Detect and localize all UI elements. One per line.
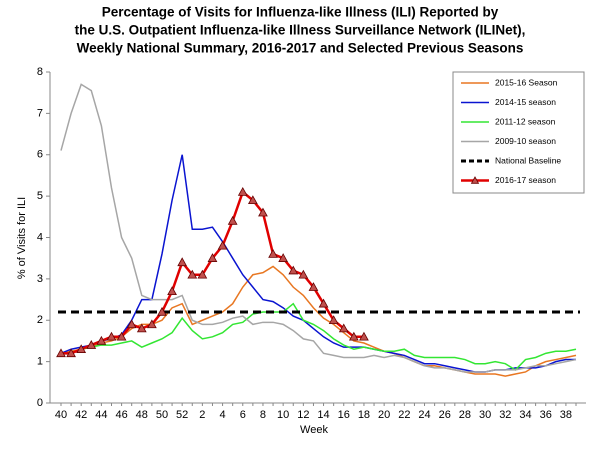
- y-tick-label: 7: [37, 107, 43, 119]
- legend-label: 2015-16 Season: [495, 77, 558, 87]
- point: [227, 215, 238, 225]
- x-tick-label: 16: [338, 409, 350, 421]
- point: [56, 348, 66, 358]
- series-line: [61, 189, 364, 355]
- x-tick-label: 30: [479, 409, 491, 421]
- x-tick-label: 32: [499, 409, 511, 421]
- x-tick-label: 50: [156, 409, 168, 421]
- x-tick-label: 40: [55, 409, 67, 421]
- point: [237, 186, 248, 196]
- legend-box: [452, 71, 585, 194]
- x-tick-label: 52: [176, 409, 188, 421]
- point: [96, 335, 107, 345]
- x-tick-label: 4: [220, 409, 226, 421]
- y-tick-label: 4: [37, 231, 43, 243]
- point: [348, 331, 359, 341]
- point: [187, 269, 198, 279]
- x-tick-label: 46: [115, 409, 127, 421]
- x-tick-label: 10: [277, 409, 289, 421]
- point: [308, 282, 319, 291]
- point: [318, 298, 329, 308]
- x-tick-label: 12: [297, 409, 309, 421]
- point: [268, 249, 278, 258]
- y-axis-label: % of Visits for ILI: [16, 197, 28, 279]
- point: [247, 195, 258, 205]
- x-tick-label: 26: [439, 409, 451, 421]
- chart-title: Weekly National Summary, 2016-2017 and S…: [77, 41, 524, 56]
- x-tick-label: 6: [240, 409, 246, 421]
- point: [116, 331, 127, 341]
- point: [207, 253, 218, 262]
- point: [197, 269, 208, 279]
- x-tick-label: 42: [75, 409, 87, 421]
- point: [288, 265, 299, 275]
- point: [278, 253, 289, 262]
- point: [338, 323, 349, 333]
- point: [359, 331, 369, 341]
- x-tick-label: 22: [398, 409, 410, 421]
- y-tick-label: 2: [37, 314, 43, 326]
- x-tick-label: 2: [199, 409, 205, 421]
- point: [157, 306, 167, 316]
- y-tick-label: 8: [37, 66, 43, 78]
- x-tick-label: 34: [519, 409, 531, 421]
- point: [167, 286, 177, 296]
- x-tick-label: 8: [260, 409, 266, 421]
- y-tick-label: 0: [37, 397, 43, 409]
- point: [126, 319, 137, 329]
- point: [328, 315, 339, 325]
- x-tick-label: 44: [95, 409, 107, 421]
- series-line: [61, 302, 577, 371]
- point: [258, 207, 268, 217]
- legend-label: National Baseline: [495, 155, 561, 165]
- x-tick-label: 36: [540, 409, 552, 421]
- y-tick-label: 1: [37, 356, 43, 368]
- series-line: [60, 83, 577, 373]
- x-tick-label: 48: [136, 409, 148, 421]
- legend-label: 2016-17 season: [495, 175, 556, 185]
- y-tick-label: 6: [37, 149, 43, 161]
- legend-label: 2009-10 season: [495, 136, 556, 146]
- legend-label: 2014-15 season: [495, 97, 556, 107]
- chart-title: the U.S. Outpatient Influenza-like Illne…: [75, 23, 526, 38]
- x-tick-label: 28: [459, 409, 471, 421]
- point: [217, 240, 228, 250]
- x-axis-label: Week: [300, 424, 328, 436]
- point: [298, 269, 309, 279]
- y-tick-label: 5: [37, 190, 43, 202]
- x-tick-label: 14: [317, 409, 329, 421]
- point: [177, 257, 188, 267]
- point: [86, 340, 97, 349]
- legend-label: 2011-12 season: [495, 116, 556, 126]
- point: [66, 348, 76, 358]
- legend-marker: [470, 176, 480, 184]
- x-tick-label: 24: [418, 409, 430, 421]
- x-tick-label: 18: [358, 409, 370, 421]
- x-tick-label: 38: [560, 409, 572, 421]
- point: [147, 319, 157, 329]
- point: [106, 331, 117, 341]
- point: [136, 323, 147, 333]
- chart-title: Percentage of Visits for Influenza-like …: [102, 5, 499, 20]
- x-tick-label: 20: [378, 409, 390, 421]
- point: [76, 344, 87, 353]
- y-tick-label: 3: [37, 273, 43, 285]
